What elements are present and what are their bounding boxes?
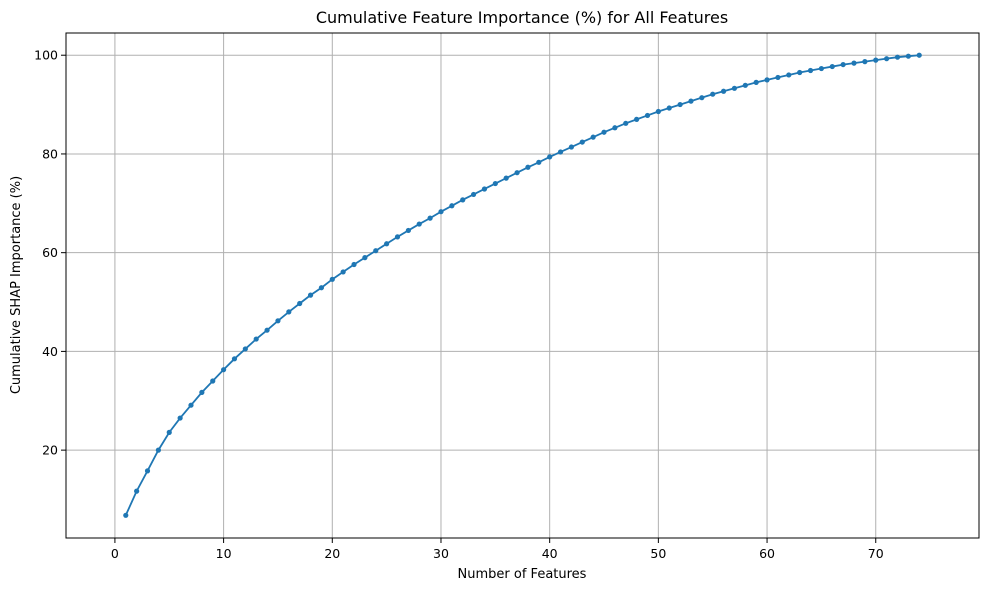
x-tick-label: 20 (324, 546, 340, 561)
data-point (829, 63, 835, 70)
data-point (384, 241, 390, 247)
data-point (340, 269, 346, 275)
data-point (590, 134, 596, 140)
data-point (144, 468, 151, 474)
data-point (427, 215, 433, 221)
data-point (286, 309, 292, 315)
data-point (623, 120, 629, 126)
data-point (547, 154, 553, 160)
data-point (329, 276, 335, 282)
data-point (503, 175, 509, 181)
x-tick-label: 50 (650, 546, 666, 561)
data-point (601, 129, 607, 135)
data-point (536, 159, 542, 165)
data-point (677, 101, 683, 108)
data-point (797, 69, 803, 76)
data-point (166, 429, 172, 435)
data-point (373, 248, 379, 254)
data-point (362, 255, 368, 261)
data-point (807, 67, 814, 74)
data-point (134, 488, 140, 494)
data-point (221, 367, 227, 373)
data-point (210, 378, 216, 384)
data-point (275, 318, 281, 324)
data-point (884, 56, 890, 62)
data-point (525, 164, 531, 170)
y-tick-label: 60 (42, 245, 58, 260)
data-point (644, 112, 651, 119)
data-point (862, 59, 868, 65)
data-point (742, 82, 748, 88)
data-point (753, 79, 759, 85)
x-tick-label: 40 (542, 546, 558, 561)
data-point (449, 203, 455, 209)
series-layer (123, 52, 922, 518)
x-tick-label: 30 (433, 546, 449, 561)
data-point (612, 125, 618, 131)
data-point (818, 65, 824, 72)
data-point (688, 98, 694, 104)
data-point (264, 327, 270, 333)
data-point (481, 186, 488, 192)
data-point (568, 144, 575, 150)
data-point (405, 227, 411, 234)
data-point (894, 54, 901, 60)
x-axis-label: Number of Features (458, 567, 587, 582)
data-point (242, 346, 248, 352)
data-point (199, 389, 205, 395)
data-point (699, 95, 705, 101)
data-point (460, 197, 466, 203)
data-point (438, 209, 444, 215)
axis-ticks: 0 10 20 30 40 50 60 70 20 40 60 80 100 (34, 48, 884, 561)
data-point (514, 170, 520, 176)
data-point (655, 108, 661, 115)
data-point (307, 292, 314, 298)
data-point (492, 180, 498, 187)
data-point (840, 61, 846, 68)
data-point (786, 72, 792, 78)
y-tick-label: 20 (42, 443, 58, 458)
data-point (764, 77, 770, 83)
data-point (351, 261, 357, 268)
x-tick-label: 10 (216, 546, 232, 561)
data-point (710, 91, 716, 97)
data-point (177, 415, 183, 421)
data-point (231, 356, 238, 362)
y-tick-label: 100 (34, 48, 58, 63)
data-point (470, 191, 477, 198)
data-point (416, 221, 422, 227)
data-point (253, 336, 259, 342)
chart-title: Cumulative Feature Importance (%) for Al… (316, 8, 728, 27)
y-tick-label: 40 (42, 344, 58, 359)
data-point (634, 116, 640, 122)
data-point (123, 512, 129, 518)
data-point (318, 285, 325, 291)
data-point (905, 53, 911, 59)
data-point (155, 447, 161, 453)
data-point (666, 105, 672, 111)
data-point (851, 60, 857, 66)
x-tick-label: 0 (111, 546, 119, 561)
data-point (394, 234, 401, 240)
data-point (873, 57, 879, 63)
data-point (916, 52, 922, 58)
data-point (731, 85, 738, 91)
data-point (557, 149, 564, 155)
data-point (188, 402, 194, 408)
y-axis-label: Cumulative SHAP Importance (%) (9, 176, 24, 394)
data-point (297, 300, 303, 307)
data-point (579, 139, 585, 145)
x-tick-label: 60 (759, 546, 775, 561)
x-tick-label: 70 (868, 546, 884, 561)
plot-frame (65, 32, 980, 539)
y-tick-label: 80 (42, 146, 58, 161)
grid-lines (66, 33, 979, 538)
data-point (720, 88, 727, 94)
data-point (775, 74, 781, 81)
